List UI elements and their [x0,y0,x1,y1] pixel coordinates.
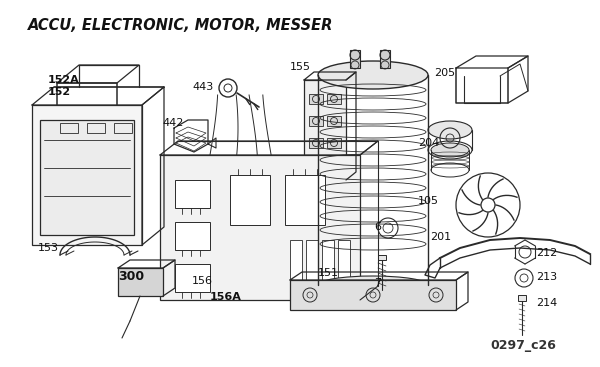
Bar [380,50,390,68]
Bar [304,80,346,180]
Text: 156: 156 [192,276,213,286]
Text: 205: 205 [434,68,455,78]
Text: 204: 204 [418,138,439,148]
Bar [306,240,318,280]
Bar [290,240,302,280]
Bar [327,160,341,170]
Text: 443: 443 [192,82,213,92]
Text: 442: 442 [162,118,184,128]
Bar [114,123,132,133]
Bar [285,175,325,225]
Bar [60,123,78,133]
Bar [327,138,341,148]
Ellipse shape [428,121,472,139]
Bar [175,180,210,208]
Bar [327,94,341,104]
Ellipse shape [318,276,428,294]
Bar [118,268,163,296]
Bar [87,123,105,133]
Bar [160,155,360,300]
Bar [309,160,323,170]
Text: 153: 153 [38,243,59,253]
Bar [322,240,334,280]
Bar [378,255,386,260]
Text: 0297_c26: 0297_c26 [490,339,556,352]
Bar [350,50,360,68]
Text: 7: 7 [374,278,381,288]
Ellipse shape [318,61,428,89]
Bar [175,264,210,292]
Bar [32,105,142,245]
Text: ACCU, ELECTRONIC, MOTOR, MESSER: ACCU, ELECTRONIC, MOTOR, MESSER [28,18,334,33]
Text: 201: 201 [430,232,451,242]
Bar [230,175,270,225]
Ellipse shape [431,143,469,157]
Text: 155: 155 [290,62,311,72]
Text: 6: 6 [374,222,381,232]
Bar [290,280,456,310]
Bar [327,116,341,126]
Text: 105: 105 [418,196,439,206]
Bar [309,138,323,148]
Bar [175,222,210,250]
Text: 214: 214 [536,298,557,308]
Text: 152: 152 [48,87,71,97]
Text: 300: 300 [118,270,144,283]
Text: 213: 213 [536,272,557,282]
Bar [518,295,526,301]
Bar [40,120,134,235]
Bar [338,240,350,280]
Text: 212: 212 [536,248,557,258]
Text: 151: 151 [318,268,339,278]
Bar [309,116,323,126]
Bar [309,94,323,104]
Text: 152A: 152A [48,75,80,85]
Text: 156A: 156A [210,292,242,302]
